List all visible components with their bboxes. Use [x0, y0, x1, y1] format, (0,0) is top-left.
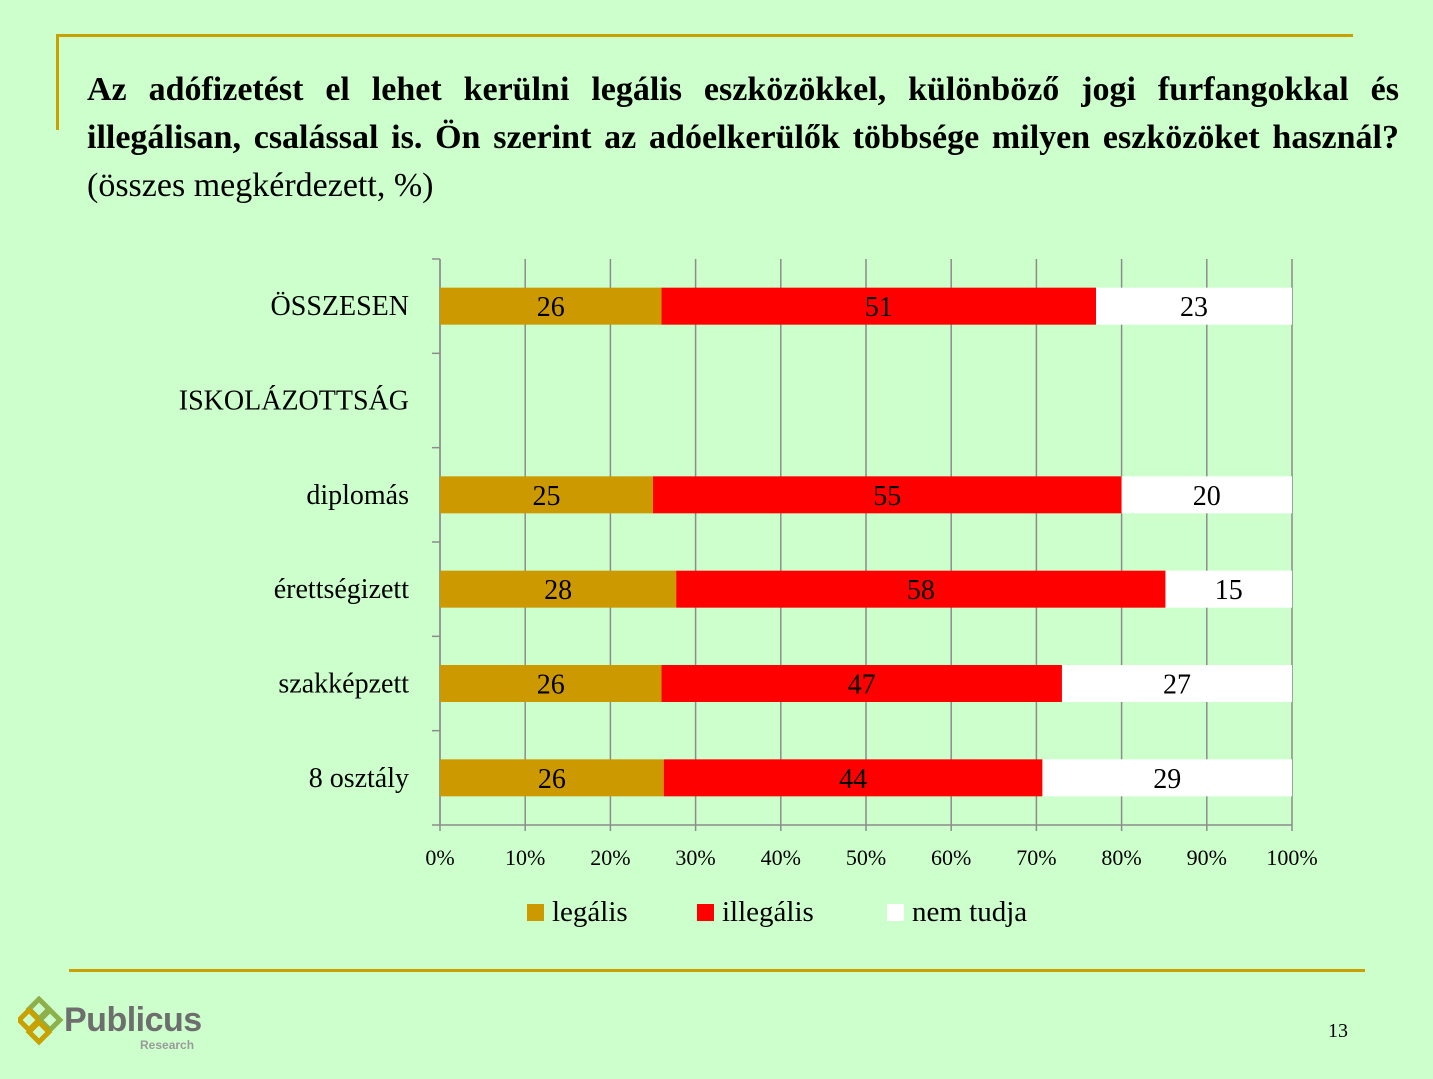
legend-swatch — [697, 904, 714, 921]
x-tick-label: 0% — [425, 845, 454, 870]
title-base-note: (összes megkérdezett, %) — [87, 167, 434, 204]
data-label: 55 — [873, 481, 901, 512]
data-label: 58 — [907, 575, 935, 606]
x-tick-label: 40% — [761, 845, 801, 870]
left-accent-rule — [56, 34, 59, 130]
bar-segment — [661, 665, 1062, 702]
legend-label: legális — [552, 896, 628, 928]
bar-segment — [663, 759, 1043, 797]
category-label: ÖSSZESEN — [271, 291, 409, 322]
x-tick-label: 50% — [846, 845, 886, 870]
data-label: 26 — [537, 670, 565, 701]
bar-segment — [440, 287, 662, 325]
bar-segment — [1042, 759, 1292, 797]
logo-wordmark: Publicus — [64, 1001, 202, 1039]
data-label: 26 — [538, 764, 566, 795]
data-label: 27 — [1163, 670, 1191, 701]
bar-segment — [440, 665, 662, 702]
bar-segment — [1121, 476, 1292, 514]
top-accent-rule — [57, 34, 1353, 37]
x-tick-label: 60% — [931, 845, 971, 870]
data-label: 25 — [533, 481, 561, 512]
data-label: 51 — [865, 292, 893, 323]
category-label: érettségizett — [274, 574, 409, 605]
data-label: 15 — [1215, 575, 1243, 606]
data-label: 47 — [848, 670, 876, 701]
title-question: Az adófizetést el lehet kerülni legális … — [87, 71, 1399, 156]
data-label: 23 — [1180, 292, 1208, 323]
bar-segment — [440, 759, 664, 797]
x-tick-label: 80% — [1101, 845, 1141, 870]
x-tick-label: 10% — [505, 845, 545, 870]
publicus-logo-icon — [18, 996, 64, 1046]
data-label: 44 — [839, 764, 867, 795]
data-label: 20 — [1193, 481, 1221, 512]
legend-label: illegális — [722, 896, 814, 928]
legend-swatch — [887, 904, 904, 921]
legend-swatch — [527, 904, 544, 921]
bar-segment — [1096, 287, 1292, 325]
data-label: 29 — [1153, 764, 1181, 795]
category-label: ISKOLÁZOTTSÁG — [179, 386, 409, 417]
slide-title: Az adófizetést el lehet kerülni legális … — [87, 66, 1399, 210]
data-label: 26 — [537, 292, 565, 323]
bar-segment — [653, 476, 1122, 514]
bar-segment — [1061, 665, 1292, 702]
bar-segment — [440, 476, 653, 514]
x-tick-label: 70% — [1016, 845, 1056, 870]
x-tick-label: 30% — [675, 845, 715, 870]
bar-segment — [661, 287, 1097, 325]
bottom-accent-rule — [69, 969, 1365, 972]
x-tick-label: 20% — [590, 845, 630, 870]
category-label: 8 osztály — [309, 763, 409, 794]
data-label: 28 — [544, 575, 572, 606]
category-label: diplomás — [306, 480, 409, 511]
category-label: szakképzett — [278, 669, 409, 700]
logo-subtitle: Research — [140, 1038, 195, 1052]
legend-label: nem tudja — [912, 896, 1027, 928]
bar-segment — [676, 570, 1166, 608]
bar-segment — [1165, 570, 1292, 608]
x-tick-label: 100% — [1266, 845, 1317, 870]
bar-segment — [440, 570, 677, 608]
x-tick-label: 90% — [1187, 845, 1227, 870]
stacked-bar-chart: 0% 10% 20% 30% 40% 50% 60% 70% 80% 90% 100% ÖSSZESE… — [179, 258, 1318, 928]
page-number: 13 — [1328, 1020, 1348, 1042]
